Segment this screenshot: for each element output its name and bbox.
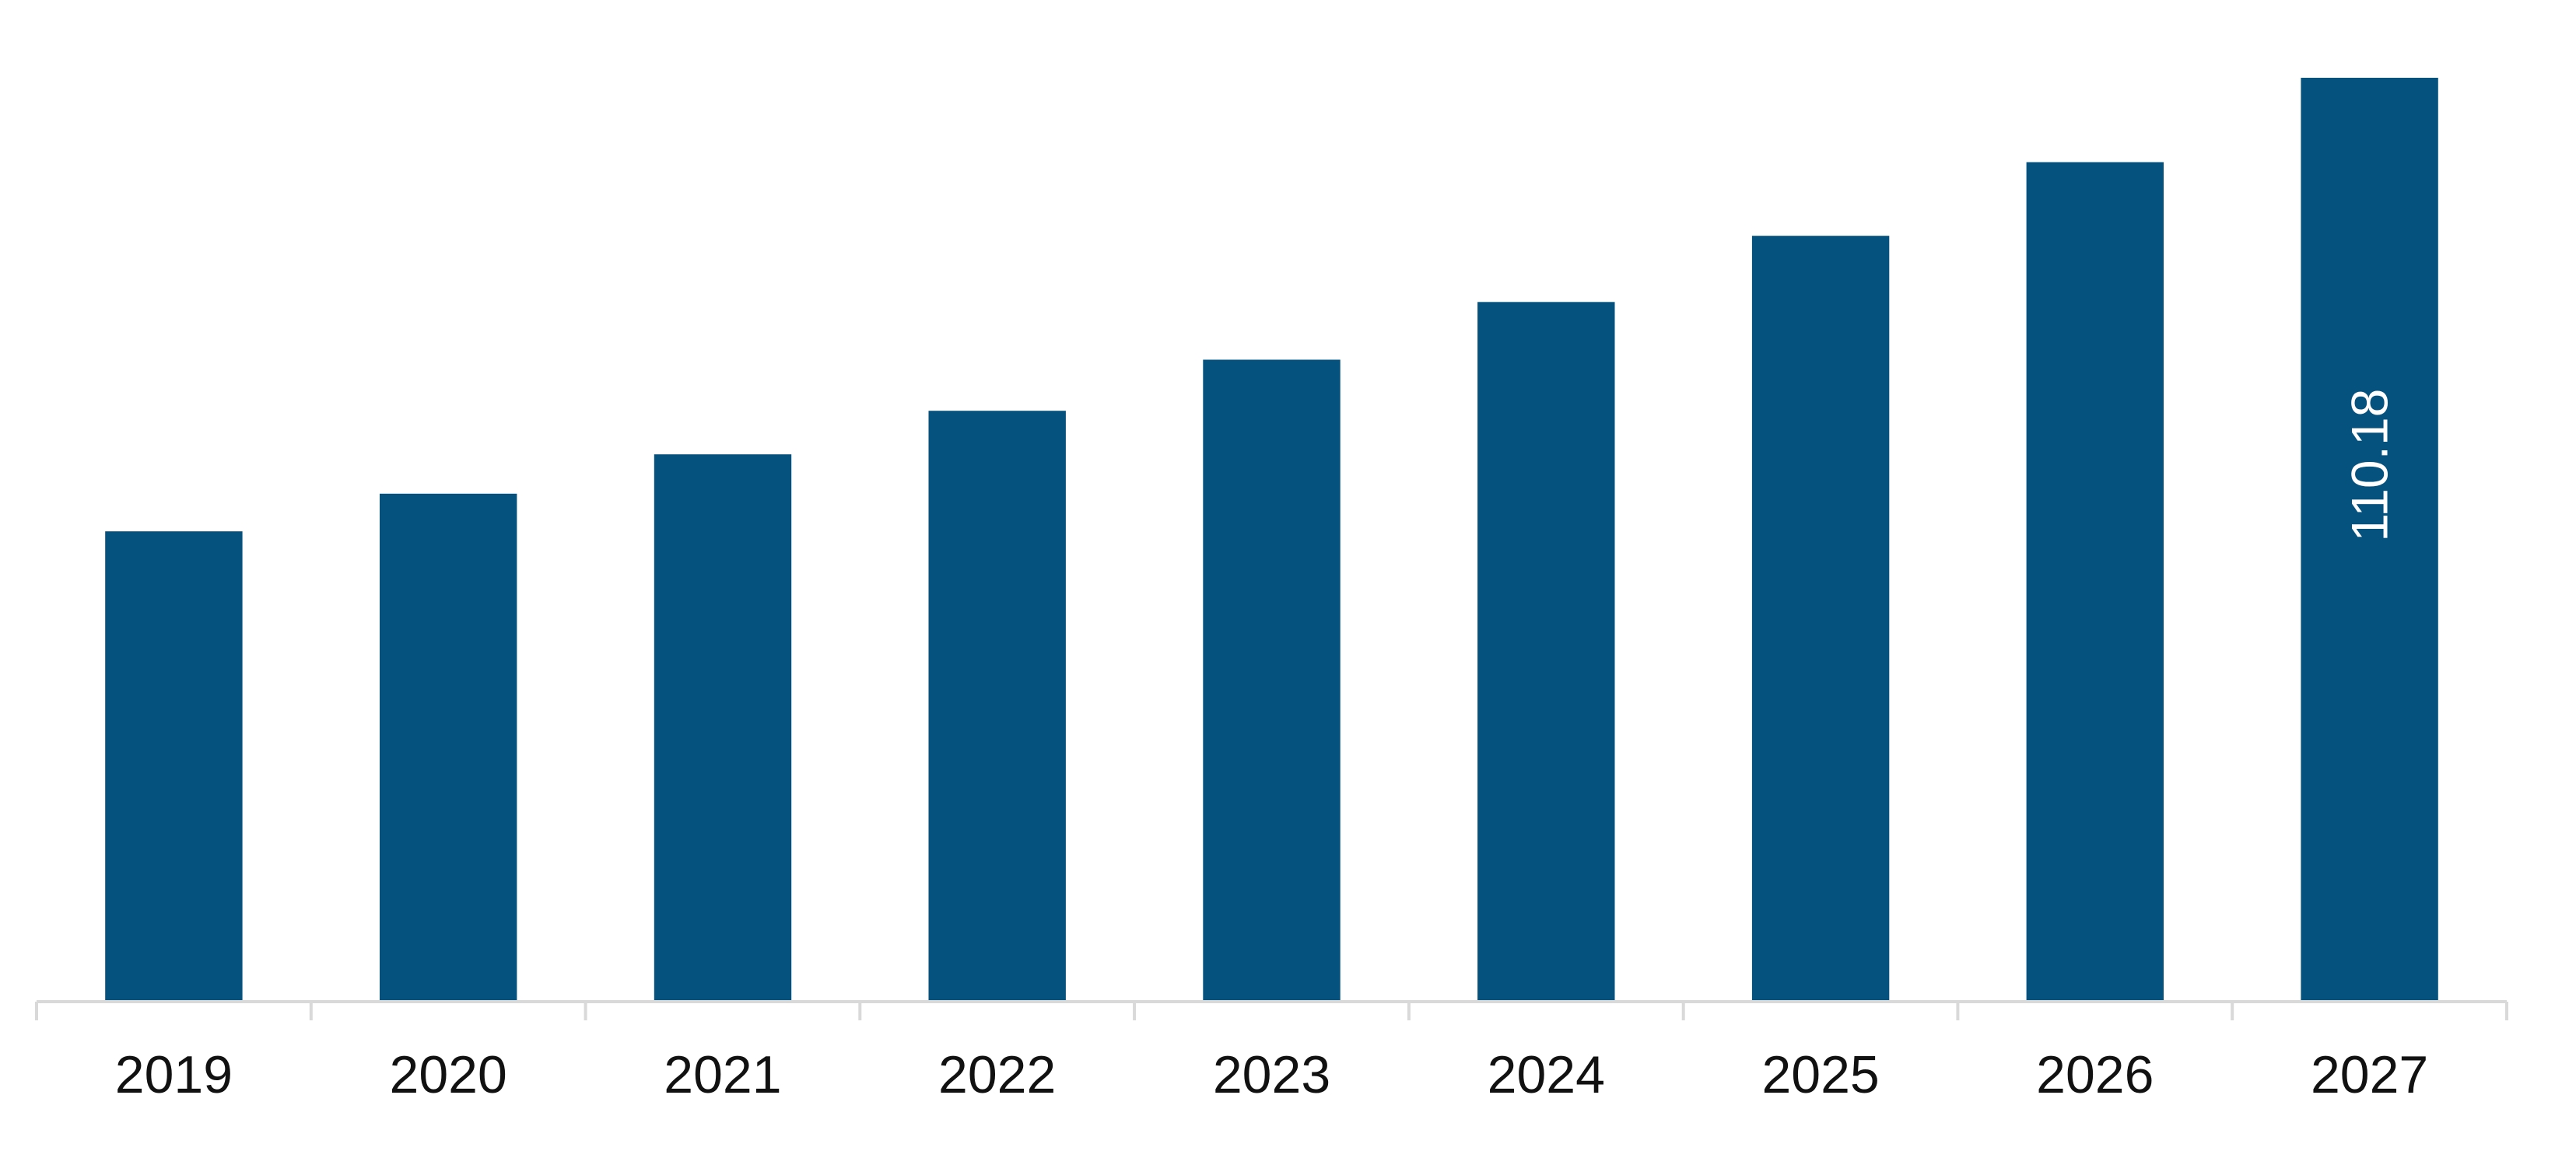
- x-tick-label-2019: 2019: [115, 1045, 233, 1104]
- data-label-2027: 110.18: [2341, 389, 2399, 542]
- bar-2022: [928, 411, 1066, 1000]
- x-tick-label-2021: 2021: [664, 1045, 781, 1104]
- x-axis-tick-labels: 2019 2020 2021 2022 2023 2024 2025 2026 2027: [115, 1045, 2428, 1104]
- data-labels-group: 110.18: [2341, 389, 2399, 542]
- bars-group: [105, 78, 2438, 1000]
- bar-2019: [105, 531, 243, 1000]
- bar-2026: [2026, 162, 2164, 1000]
- bar-2025: [1751, 236, 1890, 1000]
- bar-2021: [654, 454, 792, 1000]
- x-tick-label-2027: 2027: [2311, 1045, 2428, 1104]
- x-tick-label-2022: 2022: [938, 1045, 1056, 1104]
- x-tick-label-2024: 2024: [1488, 1045, 1605, 1104]
- bar-2027: [2301, 78, 2438, 1000]
- x-tick-label-2025: 2025: [1761, 1045, 1879, 1104]
- x-axis-ticks: [35, 1002, 2508, 1020]
- x-tick-label-2020: 2020: [390, 1045, 507, 1104]
- bar-2023: [1203, 359, 1341, 1000]
- x-tick-label-2026: 2026: [2036, 1045, 2154, 1104]
- x-tick-label-2023: 2023: [1213, 1045, 1330, 1104]
- bar-2020: [380, 493, 517, 1000]
- bar-2024: [1477, 302, 1615, 1000]
